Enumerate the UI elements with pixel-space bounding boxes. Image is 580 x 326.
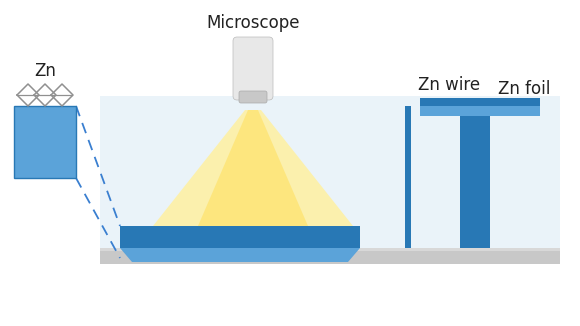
FancyBboxPatch shape bbox=[460, 116, 490, 248]
FancyBboxPatch shape bbox=[120, 226, 360, 248]
FancyBboxPatch shape bbox=[239, 91, 267, 103]
Text: Zn wire: Zn wire bbox=[418, 76, 480, 94]
Polygon shape bbox=[153, 110, 353, 226]
Text: Zn foil: Zn foil bbox=[498, 80, 550, 98]
FancyBboxPatch shape bbox=[233, 37, 273, 100]
FancyBboxPatch shape bbox=[420, 98, 540, 116]
Polygon shape bbox=[120, 248, 360, 262]
FancyBboxPatch shape bbox=[100, 248, 560, 264]
FancyBboxPatch shape bbox=[420, 98, 540, 106]
Polygon shape bbox=[198, 110, 308, 226]
Text: Microscope: Microscope bbox=[206, 14, 300, 32]
FancyBboxPatch shape bbox=[405, 106, 411, 248]
FancyBboxPatch shape bbox=[100, 96, 560, 248]
Text: Zn: Zn bbox=[34, 62, 56, 80]
FancyBboxPatch shape bbox=[100, 248, 560, 251]
FancyBboxPatch shape bbox=[14, 106, 76, 178]
